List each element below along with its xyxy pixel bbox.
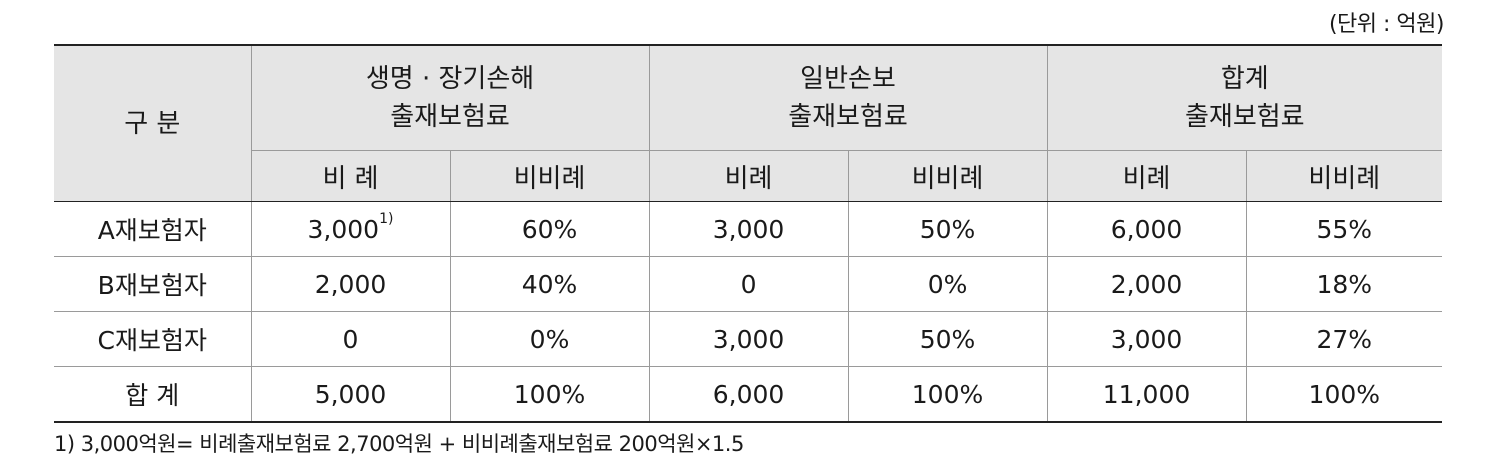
group-title: 생명 · 장기손해 <box>365 64 535 94</box>
table-row: C재보험자 0 0% 3,000 50% 3,000 27% <box>54 311 1443 367</box>
table-cell: 27% <box>1245 311 1443 367</box>
table-cell: 0% <box>847 256 1048 312</box>
table-cell: 100% <box>1245 366 1443 422</box>
group-title: 합계 <box>1220 64 1269 94</box>
header-corner: 구 분 <box>54 45 252 202</box>
table-cell: 2,000 <box>1046 256 1247 312</box>
row-label: C재보험자 <box>54 311 252 367</box>
table-cell: 11,000 <box>1046 366 1247 422</box>
subheader-nonproportional: 비비례 <box>449 150 650 202</box>
row-label: 합 계 <box>54 366 252 422</box>
table-cell: 0 <box>648 256 849 312</box>
group-subtitle: 출재보험료 <box>1184 102 1305 132</box>
table-cell: 60% <box>449 201 650 257</box>
table-cell: 3,0001) <box>250 201 451 257</box>
header-group-general: 일반손보 출재보험료 <box>648 45 1048 151</box>
subheader-nonproportional: 비비례 <box>1245 150 1443 202</box>
group-subtitle: 출재보험료 <box>390 102 510 132</box>
table-row: A재보험자 3,0001) 60% 3,000 50% 6,000 55% <box>54 201 1443 257</box>
reinsurance-table: 구 분 생명 · 장기손해 출재보험료 일반손보 출재보험료 합계 출재보험료 … <box>54 44 1443 423</box>
footnote-marker: 1) <box>379 210 394 227</box>
table-cell: 3,000 <box>648 201 849 257</box>
header-group-life-longterm: 생명 · 장기손해 출재보험료 <box>250 45 650 151</box>
subheader-nonproportional: 비비례 <box>847 150 1048 202</box>
unit-label: (단위 : 억원) <box>1328 12 1445 37</box>
table-cell: 2,000 <box>250 256 451 312</box>
group-title: 일반손보 <box>800 64 896 94</box>
table-cell: 0 <box>250 311 451 367</box>
table-row-total: 합 계 5,000 100% 6,000 100% 11,000 100% <box>54 366 1443 422</box>
footnote: 1) 3,000억원= 비례출재보험료 2,700억원 + 비비례출재보험료 2… <box>54 432 744 456</box>
table-row: B재보험자 2,000 40% 0 0% 2,000 18% <box>54 256 1443 312</box>
header-group-total: 합계 출재보험료 <box>1046 45 1443 151</box>
table-cell: 3,000 <box>648 311 849 367</box>
table-cell: 18% <box>1245 256 1443 312</box>
table-cell: 40% <box>449 256 650 312</box>
row-label: B재보험자 <box>54 256 252 312</box>
cell-value: 3,000 <box>307 214 380 244</box>
table-cell: 50% <box>847 201 1048 257</box>
subheader-proportional: 비례 <box>1046 150 1247 202</box>
table-cell: 100% <box>847 366 1048 422</box>
subheader-proportional: 비례 <box>648 150 849 202</box>
group-subtitle: 출재보험료 <box>788 102 908 132</box>
table-cell: 6,000 <box>1046 201 1247 257</box>
table-cell: 5,000 <box>250 366 451 422</box>
table-cell: 3,000 <box>1046 311 1247 367</box>
row-label: A재보험자 <box>54 201 252 257</box>
subheader-proportional: 비 례 <box>251 150 451 202</box>
table-cell: 0% <box>449 311 650 367</box>
table-cell: 50% <box>847 311 1048 367</box>
table-cell: 100% <box>449 366 650 422</box>
table-cell: 6,000 <box>648 366 849 422</box>
table-cell: 55% <box>1245 201 1443 257</box>
